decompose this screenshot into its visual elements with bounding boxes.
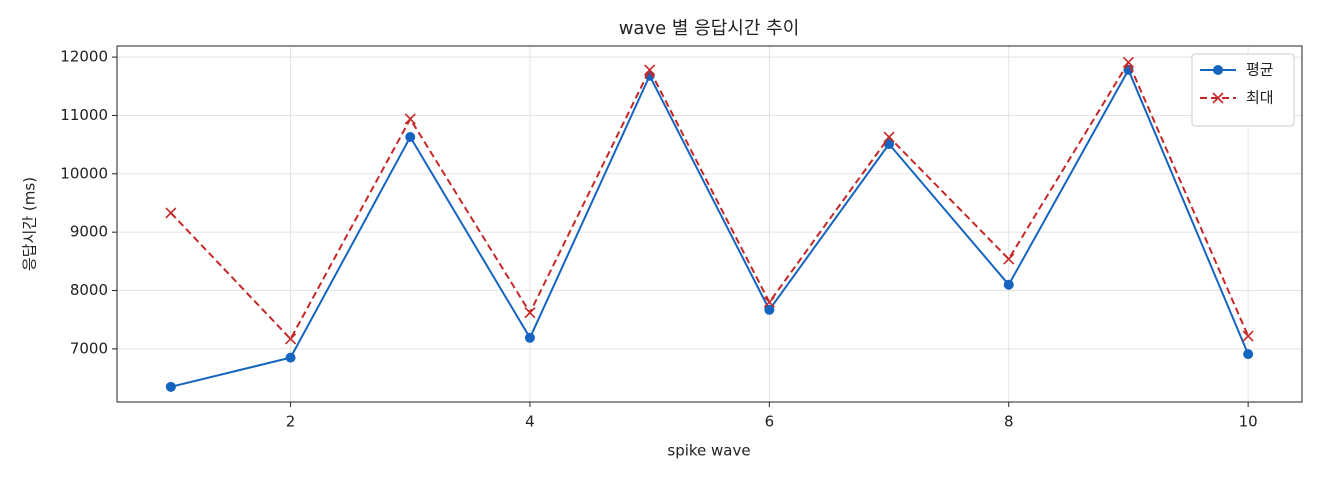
y-tick-label: 12000 — [60, 48, 108, 66]
x-axis-label: spike wave — [667, 442, 750, 460]
marker — [405, 132, 416, 143]
marker — [524, 332, 535, 343]
marker — [404, 113, 416, 125]
plot-frame — [116, 45, 1303, 403]
y-tick-label: 8000 — [70, 281, 108, 299]
chart-title: wave 별 응답시간 추이 — [619, 18, 800, 39]
marker — [1003, 279, 1014, 290]
marker — [284, 333, 297, 345]
marker — [1212, 92, 1224, 104]
line — [170, 67, 1250, 388]
marker — [764, 304, 775, 315]
marker — [165, 381, 176, 392]
marker — [1122, 56, 1135, 68]
marker — [644, 64, 656, 76]
x-tick-label: 6 — [765, 413, 775, 431]
y-tick-label: 9000 — [70, 223, 108, 241]
legend-label: 최대 — [1246, 89, 1274, 107]
line — [170, 60, 1250, 341]
marker — [524, 307, 536, 319]
marker — [1003, 253, 1015, 265]
marker — [883, 131, 895, 143]
marker — [1242, 330, 1254, 342]
marker — [1243, 349, 1254, 360]
y-axis-label: 응답시간 (ms) — [21, 177, 39, 271]
x-tick-label: 10 — [1239, 413, 1258, 431]
legend-box — [1191, 53, 1295, 127]
x-tick-label: 2 — [286, 413, 296, 431]
marker — [763, 296, 775, 308]
marker — [1213, 65, 1223, 75]
x-tick-label: 4 — [525, 413, 535, 431]
y-tick-label: 7000 — [70, 339, 108, 357]
marker — [165, 207, 177, 219]
marker — [285, 352, 296, 363]
marker — [884, 139, 895, 150]
legend-label: 평균 — [1246, 61, 1274, 79]
x-tick-label: 8 — [1004, 413, 1014, 431]
y-tick-label: 11000 — [60, 106, 108, 124]
y-tick-label: 10000 — [60, 164, 108, 182]
